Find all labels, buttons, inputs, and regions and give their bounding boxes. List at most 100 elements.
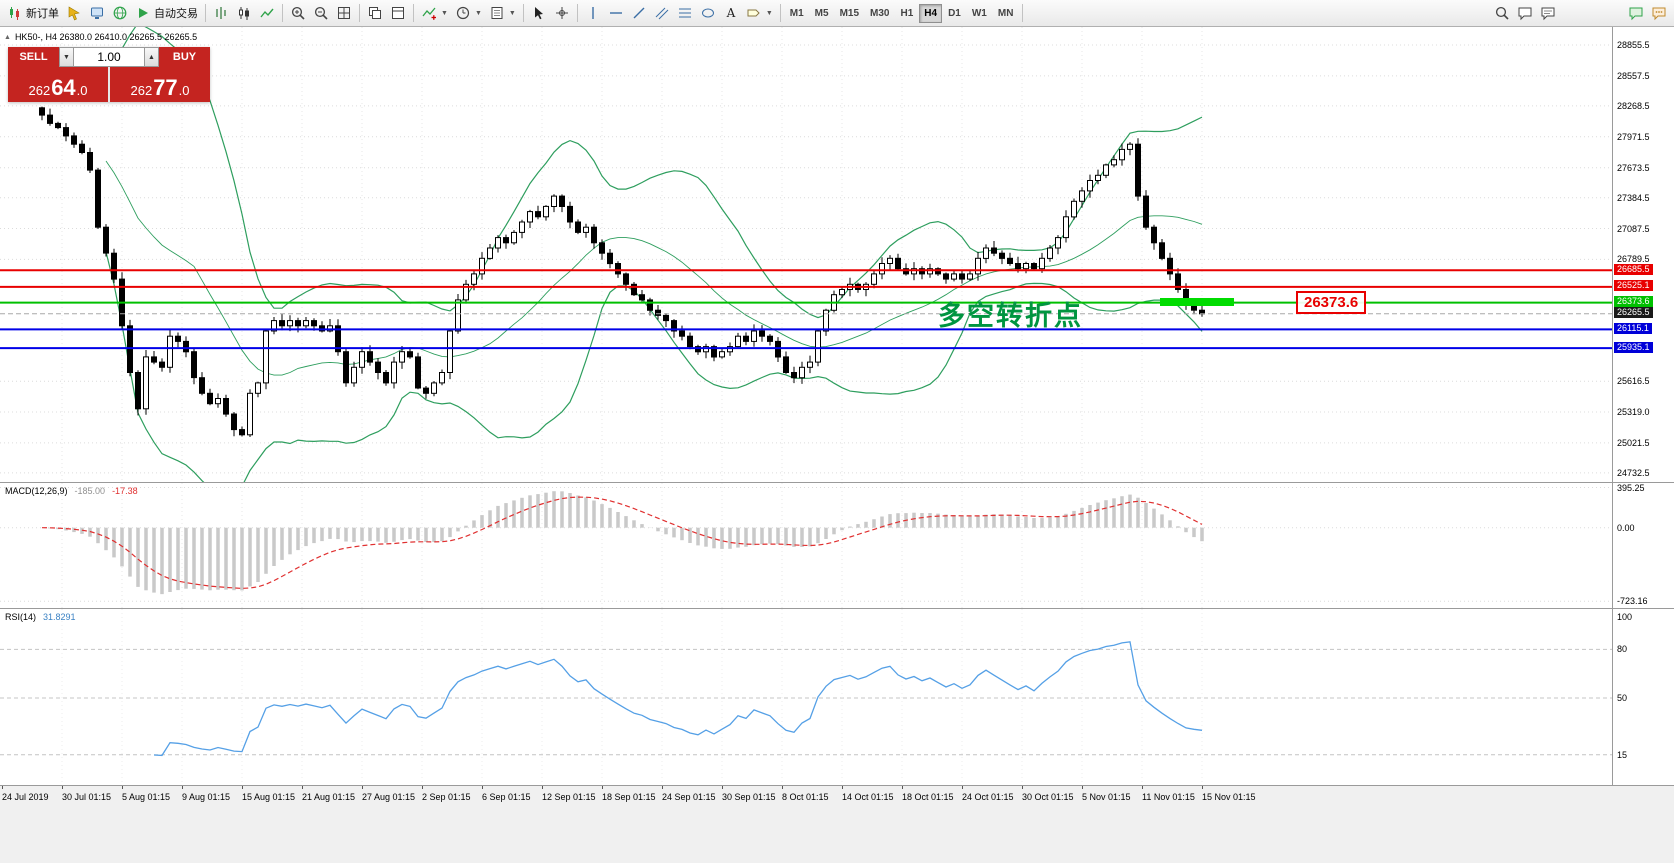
volume-input[interactable] (74, 47, 144, 67)
volume-up-button[interactable]: ▲ (144, 47, 159, 67)
chat-icon[interactable] (1514, 2, 1536, 24)
templates-button[interactable]: ▼ (486, 2, 519, 24)
time-label: 18 Oct 01:15 (902, 792, 954, 802)
cursor-button[interactable] (528, 2, 550, 24)
zoom-out-button[interactable] (310, 2, 332, 24)
volume-down-button[interactable]: ▼ (59, 47, 74, 67)
price-tick: 26789.5 (1617, 254, 1650, 265)
toolbar-separator (282, 4, 283, 22)
timeframe-m15[interactable]: M15 (839, 7, 860, 19)
community-chat-icon[interactable] (1625, 2, 1647, 24)
rsi-tick: 80 (1617, 644, 1628, 655)
macd-value-signal: -17.38 (112, 486, 138, 496)
chart-cursor-button[interactable] (63, 2, 85, 24)
fibonacci-button[interactable] (674, 2, 696, 24)
indicators-button[interactable]: ▼ (418, 2, 451, 24)
notification-icon[interactable] (1648, 2, 1670, 24)
timeframe-d1[interactable]: D1 (948, 7, 961, 19)
time-tick-mark (122, 786, 123, 789)
rsi-axis: 100 80 50 15 (1612, 608, 1674, 785)
clock-icon (455, 5, 471, 21)
timeframe-m30[interactable]: M30 (870, 7, 890, 19)
buy-price[interactable]: 262 77 .0 (110, 67, 210, 102)
channel-icon (654, 5, 670, 21)
time-tick-mark (2, 786, 3, 789)
buy-button[interactable]: BUY (159, 47, 210, 67)
time-label: 18 Sep 01:15 (602, 792, 656, 802)
play-icon (135, 5, 151, 21)
time-tick-mark (602, 786, 603, 789)
trendline-button[interactable] (628, 2, 650, 24)
vertical-line-button[interactable] (582, 2, 604, 24)
tile-windows-button[interactable] (333, 2, 355, 24)
line-chart-button[interactable] (256, 2, 278, 24)
macd-panel: MACD(12,26,9) -185.00 -17.38 (0, 482, 1612, 609)
community-button[interactable] (109, 2, 131, 24)
label-icon (746, 5, 762, 21)
collapse-arrow-icon[interactable]: ▲ (4, 33, 11, 41)
toolbar-separator (522, 4, 524, 22)
time-label: 15 Nov 01:15 (1202, 792, 1256, 802)
time-label: 11 Nov 01:15 (1142, 792, 1195, 802)
price-tick: 28268.5 (1617, 100, 1650, 111)
split-window-button[interactable] (387, 2, 409, 24)
search-icon[interactable] (1491, 2, 1513, 24)
timeframe-m5[interactable]: M5 (814, 7, 829, 19)
text-icon: A (723, 5, 739, 21)
svg-text:A: A (725, 6, 735, 20)
buy-price-suffix: .0 (178, 82, 190, 98)
time-tick-mark (722, 786, 723, 789)
template-icon (489, 5, 505, 21)
price-tick: 27384.5 (1617, 192, 1650, 203)
sell-price-prefix: 262 (28, 82, 51, 98)
periods-button[interactable]: ▼ (452, 2, 485, 24)
candles (39, 106, 1205, 437)
timeframe-mn[interactable]: MN (997, 7, 1014, 19)
macd-signal-line (41, 496, 1203, 590)
arrows-button[interactable]: ▼ (743, 2, 776, 24)
shapes-icon (700, 5, 716, 21)
time-label: 5 Nov 01:15 (1082, 792, 1131, 802)
price-badge-26685.5: 26685.5 (1614, 263, 1653, 275)
sell-price[interactable]: 262 64 .0 (8, 67, 108, 102)
main-chart-panel[interactable]: ▲ HK50-, H4 26380.0 26410.0 26265.5 2626… (0, 27, 1612, 482)
time-tick-mark (902, 786, 903, 789)
candlestick-button[interactable] (233, 2, 255, 24)
price-axis[interactable]: 28855.5 28557.5 28268.5 27971.5 27673.5 27384… (1612, 27, 1674, 482)
auto-trading-button[interactable]: 自动交易 (132, 2, 201, 24)
time-label: 2 Sep 01:15 (422, 792, 471, 802)
time-label: 14 Oct 01:15 (842, 792, 894, 802)
chat-alt-icon[interactable] (1537, 2, 1559, 24)
new-order-button[interactable]: 新订单 (4, 2, 62, 24)
market-depth-button[interactable] (86, 2, 108, 24)
new-order-button-label: 新订单 (26, 8, 59, 20)
macd-tick: -723.16 (1617, 596, 1648, 607)
candlestick-icon (236, 5, 252, 21)
timeframe-h1[interactable]: H1 (900, 7, 914, 19)
zoom-in-button[interactable] (287, 2, 309, 24)
bar-chart-button[interactable] (210, 2, 232, 24)
toolbar-separator (359, 4, 360, 22)
time-tick-mark (362, 786, 363, 789)
time-label: 30 Oct 01:15 (1022, 792, 1074, 802)
time-axis[interactable]: 24 Jul 2019 30 Jul 01:15 5 Aug 01:15 9 Aug … (0, 785, 1674, 807)
price-badge-26373.6: 26373.6 (1614, 296, 1653, 308)
timeframe-h4[interactable]: H4 (919, 3, 943, 23)
chart-annotation-text: 多空转折点 (938, 301, 1083, 332)
time-label: 24 Oct 01:15 (962, 792, 1014, 802)
time-tick-mark (662, 786, 663, 789)
price-tag-label[interactable]: 26373.6 (1296, 291, 1367, 314)
crosshair-button[interactable] (551, 2, 573, 24)
timeframe-w1[interactable]: W1 (971, 7, 987, 19)
arrange-windows-button[interactable] (364, 2, 386, 24)
shapes-button[interactable] (697, 2, 719, 24)
chevron-down-icon: ▼ (441, 9, 448, 17)
price-tick: 25616.5 (1617, 376, 1650, 387)
text-button[interactable]: A (720, 2, 742, 24)
rsi-tick: 50 (1617, 693, 1628, 703)
horizontal-line-button[interactable] (605, 2, 627, 24)
trendline-icon (631, 5, 647, 21)
channel-button[interactable] (651, 2, 673, 24)
timeframe-m1[interactable]: M1 (789, 7, 804, 19)
sell-button[interactable]: SELL (8, 47, 59, 67)
